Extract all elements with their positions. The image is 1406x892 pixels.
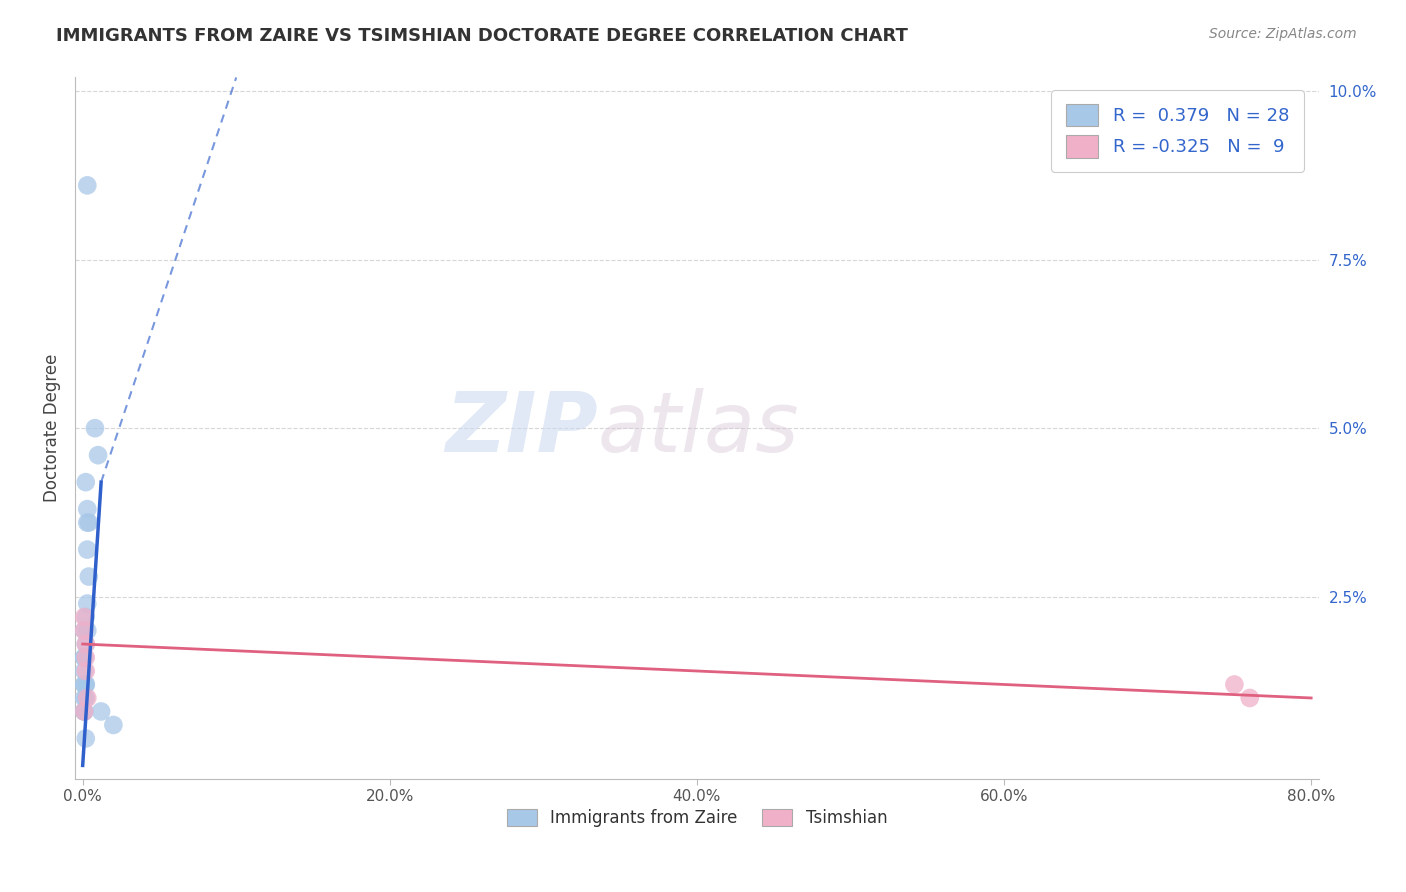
Point: [76, 178, 98, 193]
Point: [73, 690, 96, 705]
Point: [103, 718, 125, 732]
Point: [73, 624, 96, 638]
Point: [73, 624, 96, 638]
Point: [84, 421, 107, 435]
Point: [75, 637, 97, 651]
Point: [76, 690, 98, 705]
Point: [87, 448, 110, 462]
Point: [76, 624, 98, 638]
Point: [73, 650, 96, 665]
Point: [75, 731, 97, 746]
Text: Source: ZipAtlas.com: Source: ZipAtlas.com: [1209, 27, 1357, 41]
Point: [73, 705, 96, 719]
Point: [77, 569, 100, 583]
Point: [73, 610, 96, 624]
Point: [76, 542, 98, 557]
Point: [76, 502, 98, 516]
Point: [1223, 677, 1246, 691]
Point: [73, 677, 96, 691]
Point: [75, 677, 97, 691]
Point: [73, 677, 96, 691]
Point: [90, 705, 112, 719]
Point: [75, 664, 97, 678]
Y-axis label: Doctorate Degree: Doctorate Degree: [44, 354, 60, 502]
Text: atlas: atlas: [598, 388, 799, 468]
Legend: Immigrants from Zaire, Tsimshian: Immigrants from Zaire, Tsimshian: [501, 802, 894, 834]
Point: [75, 610, 97, 624]
Point: [76, 597, 98, 611]
Point: [75, 677, 97, 691]
Point: [75, 475, 97, 490]
Text: IMMIGRANTS FROM ZAIRE VS TSIMSHIAN DOCTORATE DEGREE CORRELATION CHART: IMMIGRANTS FROM ZAIRE VS TSIMSHIAN DOCTO…: [56, 27, 908, 45]
Point: [77, 516, 100, 530]
Text: ZIP: ZIP: [444, 388, 598, 468]
Point: [73, 650, 96, 665]
Point: [75, 637, 97, 651]
Point: [73, 705, 96, 719]
Point: [75, 650, 97, 665]
Point: [76, 516, 98, 530]
Point: [73, 664, 96, 678]
Point: [73, 705, 96, 719]
Point: [1239, 690, 1261, 705]
Point: [75, 690, 97, 705]
